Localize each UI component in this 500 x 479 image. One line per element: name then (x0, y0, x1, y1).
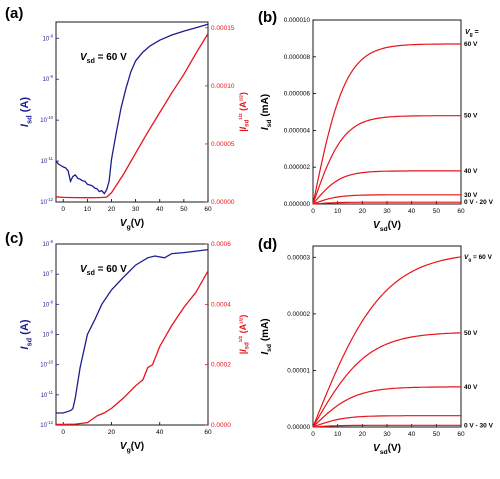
x-tick-label-1-5: 50 (433, 208, 441, 215)
panel-label-1: (b) (258, 9, 277, 26)
annotation-0: Vsd = 60 V (80, 52, 127, 65)
series-line-2-1 (56, 270, 209, 426)
series-line-1-2 (312, 170, 461, 205)
x-tick-label-0-3: 30 (132, 206, 140, 213)
y-tick-label-1-5: 0.000010 (284, 17, 311, 24)
series-line-1-0 (312, 43, 461, 205)
y-left-tick-label-2-1: 10-11 (41, 390, 54, 399)
y-tick-label-3-2: 0.00002 (287, 311, 310, 318)
y-tick-label-1-3: 0.000006 (284, 91, 311, 98)
y-left-axis-label-2: Isd (A) (19, 319, 33, 349)
x-tick-label-2-1: 20 (108, 429, 116, 436)
y-left-tick-label-0-3: 10-9 (43, 74, 54, 83)
y-right-axis-label-0: |Isd1/2 (A1/2) (238, 92, 251, 132)
series-line-1-3 (312, 194, 461, 205)
x-tick-label-3-3: 30 (383, 431, 391, 438)
series-label-1-4: 0 V - 20 V (464, 199, 494, 206)
y-axis-label-1: Isd (mA) (260, 94, 273, 130)
x-tick-label-3-4: 40 (408, 431, 416, 438)
series-line-1-1 (312, 115, 461, 205)
series-line-3-3 (312, 415, 461, 428)
series-line-1-4 (312, 201, 461, 205)
y-left-tick-label-0-4: 10-8 (43, 33, 54, 42)
y-left-tick-label-0-0: 10-12 (40, 197, 53, 206)
y-right-tick-label-0-0: 0.00000 (211, 199, 235, 206)
y-left-axis-label-0: Isd (A) (19, 97, 33, 127)
y-tick-label-1-0: 0.000000 (284, 201, 311, 208)
x-tick-label-2-0: 0 (61, 429, 65, 436)
series-label-3-2: 40 V (464, 384, 478, 391)
series-label-1-2: 40 V (464, 168, 478, 175)
y-left-tick-label-0-2: 10-10 (40, 115, 53, 124)
panel-label-3: (d) (258, 236, 277, 253)
x-tick-label-0-2: 20 (108, 206, 116, 213)
plot-frame-0 (55, 21, 209, 203)
x-tick-label-3-0: 0 (311, 431, 315, 438)
y-left-tick-label-2-0: 10-12 (40, 420, 53, 429)
y-tick-label-3-3: 0.00003 (287, 254, 310, 261)
series-line-3-4 (312, 424, 461, 428)
x-tick-label-0-6: 60 (204, 206, 212, 213)
y-right-tick-label-0-1: 0.00005 (211, 141, 235, 148)
x-tick-label-3-5: 50 (433, 431, 441, 438)
x-tick-label-0-5: 50 (180, 206, 188, 213)
x-tick-label-2-3: 60 (204, 429, 212, 436)
x-tick-label-1-4: 40 (408, 208, 416, 215)
y-right-tick-label-0-3: 0.00015 (211, 25, 235, 32)
x-tick-label-0-4: 40 (156, 206, 164, 213)
y-tick-label-1-1: 0.000002 (284, 164, 311, 171)
legend-header-1: Vg = (465, 29, 479, 38)
y-right-tick-label-2-1: 0.0002 (211, 362, 231, 369)
x-tick-label-1-2: 20 (359, 208, 367, 215)
series-line-3-1 (312, 332, 462, 428)
y-right-tick-label-2-2: 0.0004 (211, 301, 231, 308)
series-label-1-3: 30 V (464, 192, 478, 199)
x-tick-label-1-3: 30 (383, 208, 391, 215)
panel-label-0: (a) (5, 5, 23, 22)
series-label-3-4: 0 V - 30 V (464, 422, 494, 429)
x-axis-label-2: Vg(V) (120, 441, 144, 454)
y-tick-label-3-1: 0.00001 (287, 367, 310, 374)
x-tick-label-3-2: 20 (359, 431, 367, 438)
series-label-3-1: 50 V (464, 330, 478, 337)
plot-frame-3 (312, 245, 462, 428)
x-tick-label-1-0: 0 (311, 208, 315, 215)
series-label-3-0: Vg = 60 V (464, 254, 493, 262)
x-tick-label-1-6: 60 (457, 208, 465, 215)
y-left-tick-label-2-6: 10-6 (43, 239, 54, 248)
y-left-tick-label-2-2: 10-10 (40, 360, 53, 369)
x-tick-label-3-6: 60 (457, 431, 465, 438)
series-line-0-1 (55, 33, 209, 199)
x-axis-label-1: Vsd(V) (373, 220, 401, 233)
y-right-axis-label-2: |Isd1/2 (A1/2) (238, 315, 251, 355)
series-line-2-0 (56, 248, 209, 414)
y-right-tick-label-0-2: 0.00010 (211, 83, 235, 90)
x-tick-label-0-1: 10 (84, 206, 92, 213)
series-label-1-0: 60 V (464, 41, 478, 48)
y-tick-label-1-4: 0.000008 (284, 54, 311, 61)
plot-frame-2 (55, 243, 209, 426)
annotation-2: Vsd = 60 V (80, 264, 127, 277)
panel-label-2: (c) (5, 230, 23, 247)
y-left-tick-label-0-1: 10-11 (41, 156, 54, 165)
series-label-1-1: 50 V (464, 113, 478, 120)
x-tick-label-2-2: 40 (156, 429, 164, 436)
y-tick-label-1-2: 0.000004 (284, 127, 311, 134)
x-tick-label-0-0: 0 (61, 206, 65, 213)
y-left-tick-label-2-4: 10-8 (43, 299, 54, 308)
y-axis-label-3: Isd (mA) (260, 318, 273, 354)
y-left-tick-label-2-3: 10-9 (43, 330, 54, 339)
x-tick-label-1-1: 10 (334, 208, 342, 215)
y-right-tick-label-2-3: 0.0006 (211, 241, 231, 248)
x-tick-label-3-1: 10 (334, 431, 342, 438)
y-right-tick-label-2-0: 0.0000 (211, 422, 231, 429)
series-line-3-0 (312, 256, 462, 428)
series-line-0-0 (55, 23, 209, 195)
x-axis-label-0: Vg(V) (120, 218, 144, 231)
x-axis-label-3: Vsd(V) (373, 443, 401, 456)
y-left-tick-label-2-5: 10-7 (43, 269, 54, 278)
series-line-3-2 (312, 386, 461, 428)
y-tick-label-3-0: 0.00000 (287, 424, 310, 431)
